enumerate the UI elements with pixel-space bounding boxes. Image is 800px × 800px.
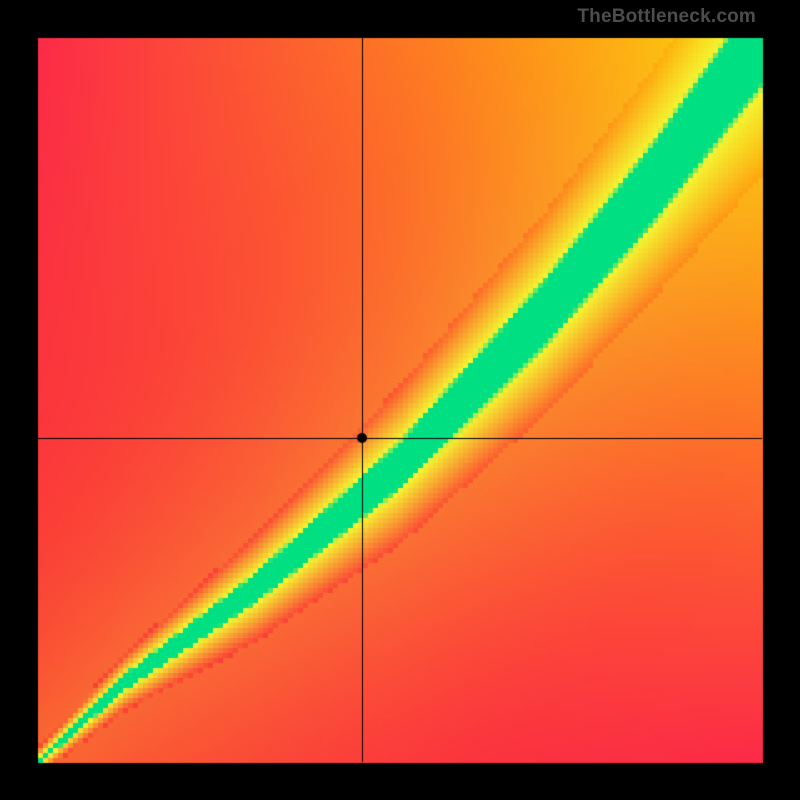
watermark-text: TheBottleneck.com xyxy=(577,6,756,28)
heatmap-canvas xyxy=(0,0,800,800)
figure-root: TheBottleneck.com xyxy=(0,0,800,800)
plot-canvas-wrap xyxy=(0,0,800,800)
